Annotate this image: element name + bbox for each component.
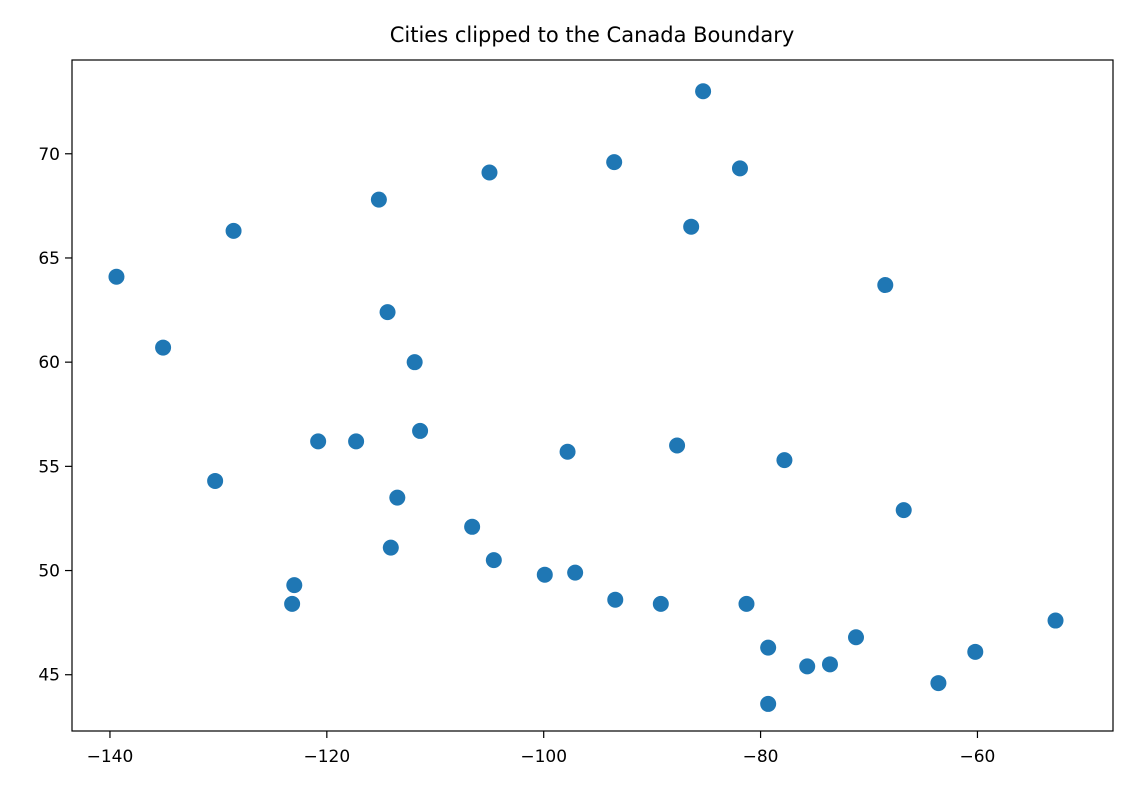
data-point <box>536 566 553 583</box>
data-point <box>930 675 947 692</box>
data-point <box>370 191 387 208</box>
data-point <box>799 658 816 675</box>
y-tick-label: 60 <box>38 353 60 373</box>
data-point <box>776 452 793 469</box>
data-point <box>760 639 777 656</box>
data-point <box>485 552 502 569</box>
data-point <box>406 354 423 371</box>
y-tick-label: 65 <box>38 249 60 269</box>
data-point <box>669 437 686 454</box>
data-point <box>731 160 748 177</box>
data-point <box>683 218 700 235</box>
y-tick-label: 45 <box>38 666 60 686</box>
data-point <box>877 277 894 294</box>
plot-frame <box>71 59 1114 732</box>
data-point <box>379 304 396 321</box>
x-axis: −140 −120 −100 −80 −60 <box>87 731 996 767</box>
y-axis: 45 50 55 60 65 70 <box>38 145 72 686</box>
x-tick-label: −100 <box>520 747 567 767</box>
y-tick-label: 50 <box>38 562 60 582</box>
x-tick-label: −80 <box>743 747 779 767</box>
data-point <box>848 629 865 646</box>
x-tick-label: −60 <box>960 747 996 767</box>
data-point <box>821 656 838 673</box>
data-point <box>412 422 429 439</box>
data-point <box>207 472 224 489</box>
chart-title: Cities clipped to the Canada Boundary <box>390 23 795 47</box>
y-tick-label: 55 <box>38 457 60 477</box>
data-point <box>607 591 624 608</box>
data-point <box>286 577 303 594</box>
data-point <box>464 518 481 535</box>
data-point <box>284 595 301 612</box>
data-point <box>695 83 712 100</box>
data-point <box>606 154 623 171</box>
data-point <box>155 339 172 356</box>
y-tick-label: 70 <box>38 145 60 165</box>
x-tick-label: −140 <box>87 747 134 767</box>
data-point <box>760 695 777 712</box>
data-point <box>348 433 365 450</box>
data-point <box>382 539 399 556</box>
data-point <box>389 489 406 506</box>
data-point <box>310 433 327 450</box>
data-point <box>738 595 755 612</box>
data-point <box>652 595 669 612</box>
data-point <box>895 502 912 519</box>
data-point <box>567 564 584 581</box>
data-points <box>108 83 1064 712</box>
data-point <box>967 643 984 660</box>
data-point <box>108 268 125 285</box>
x-tick-label: −120 <box>303 747 350 767</box>
data-point <box>481 164 498 181</box>
data-point <box>559 443 576 460</box>
data-point <box>1047 612 1064 629</box>
data-point <box>225 222 242 239</box>
